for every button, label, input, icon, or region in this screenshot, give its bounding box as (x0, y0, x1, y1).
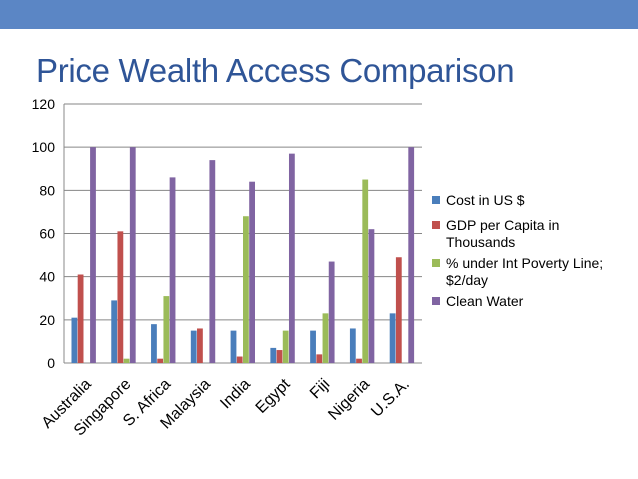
legend-label-gdp: GDP per Capita in Thousands (446, 217, 560, 250)
bar-egypt-series-3 (288, 153, 295, 363)
bar-egypt-series-1 (276, 350, 283, 363)
bar-egypt-series-2 (282, 330, 289, 363)
bar-india-series-3 (249, 181, 255, 363)
bar-nigeria-series-2 (362, 179, 369, 363)
legend-swatch-cost (432, 196, 440, 204)
x-tick-label-nigeria: Nigeria (325, 376, 373, 424)
bar-india-series-1 (236, 356, 243, 363)
y-tick-label-0: 0 (47, 355, 55, 371)
legend-swatch-water (432, 297, 440, 305)
bar-singapore-series-2 (123, 358, 130, 363)
y-tick-label-20: 20 (39, 312, 55, 328)
x-tick-label-egypt: Egypt (253, 375, 294, 416)
chart-legend: Cost in US $ GDP per Capita in Thousands… (432, 192, 632, 314)
y-tick-label-80: 80 (39, 182, 55, 198)
bar-malaysia-series-3 (209, 160, 216, 363)
bar-australia-series-1 (77, 274, 84, 363)
bar-s-africa-series-2 (163, 296, 170, 363)
legend-item-gdp: GDP per Capita in Thousands (432, 217, 632, 251)
bar-india-series-0 (230, 330, 237, 363)
bar-nigeria-series-1 (356, 358, 362, 363)
bar-s-africa-series-3 (169, 177, 176, 363)
bar-egypt-series-0 (270, 347, 277, 363)
bar-malaysia-series-0 (190, 330, 197, 363)
bar-nigeria-series-0 (349, 328, 356, 363)
legend-swatch-gdp (432, 221, 440, 229)
slide-header-bar (0, 0, 638, 29)
y-tick-label-100: 100 (32, 139, 56, 155)
legend-item-cost: Cost in US $ (432, 192, 632, 209)
bar-australia-series-3 (90, 147, 96, 363)
legend-item-water: Clean Water (432, 293, 632, 310)
bar-u-s-a--series-1 (395, 257, 402, 363)
bar-australia-series-0 (71, 317, 78, 363)
legend-swatch-poverty (432, 259, 440, 267)
bar-singapore-series-1 (117, 231, 124, 363)
x-tick-label-fiji: Fiji (307, 376, 333, 402)
bar-singapore-series-0 (111, 300, 118, 363)
slide-title: Price Wealth Access Comparison (36, 52, 515, 89)
bar-singapore-series-3 (129, 147, 136, 363)
bar-fiji-series-2 (322, 313, 329, 363)
x-tick-label-u-s-a-: U.S.A. (368, 376, 413, 421)
bar-u-s-a--series-3 (408, 147, 415, 363)
bar-fiji-series-0 (310, 330, 316, 363)
bar-india-series-2 (243, 216, 249, 363)
legend-label-poverty: % under Int Poverty Line; $2/day (446, 255, 604, 288)
bar-s-africa-series-1 (157, 358, 164, 363)
legend-label-water: Clean Water (446, 293, 524, 309)
bar-nigeria-series-3 (368, 229, 375, 363)
bar-malaysia-series-1 (197, 328, 203, 363)
y-tick-label-120: 120 (32, 96, 56, 112)
bar-fiji-series-1 (316, 354, 323, 363)
legend-item-poverty: % under Int Poverty Line; $2/day (432, 255, 632, 289)
bar-s-africa-series-0 (151, 324, 157, 363)
x-tick-label-india: India (217, 376, 254, 413)
bar-u-s-a--series-0 (389, 313, 396, 363)
bar-fiji-series-3 (328, 261, 335, 363)
y-tick-label-40: 40 (39, 269, 55, 285)
y-tick-label-60: 60 (39, 226, 55, 242)
legend-label-cost: Cost in US $ (446, 192, 525, 208)
